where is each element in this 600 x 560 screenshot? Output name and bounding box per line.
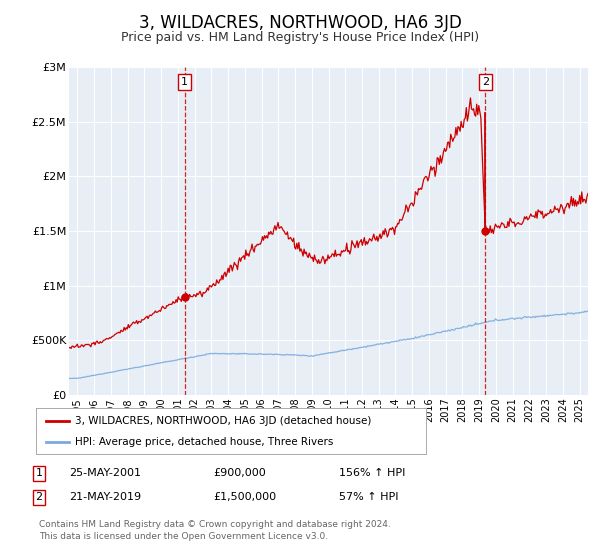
Text: Contains HM Land Registry data © Crown copyright and database right 2024.: Contains HM Land Registry data © Crown c… [39,520,391,529]
Text: 25-MAY-2001: 25-MAY-2001 [69,468,141,478]
Text: 57% ↑ HPI: 57% ↑ HPI [339,492,398,502]
Text: 1: 1 [181,77,188,87]
Text: 2: 2 [35,492,43,502]
Text: 3, WILDACRES, NORTHWOOD, HA6 3JD (detached house): 3, WILDACRES, NORTHWOOD, HA6 3JD (detach… [75,416,371,426]
Text: This data is licensed under the Open Government Licence v3.0.: This data is licensed under the Open Gov… [39,532,328,541]
Text: £1,500,000: £1,500,000 [213,492,276,502]
Text: 21-MAY-2019: 21-MAY-2019 [69,492,141,502]
Text: HPI: Average price, detached house, Three Rivers: HPI: Average price, detached house, Thre… [75,437,334,447]
Text: £900,000: £900,000 [213,468,266,478]
Text: 2: 2 [482,77,489,87]
Text: Price paid vs. HM Land Registry's House Price Index (HPI): Price paid vs. HM Land Registry's House … [121,31,479,44]
Text: 3, WILDACRES, NORTHWOOD, HA6 3JD: 3, WILDACRES, NORTHWOOD, HA6 3JD [139,14,461,32]
Text: 1: 1 [35,468,43,478]
Text: 156% ↑ HPI: 156% ↑ HPI [339,468,406,478]
